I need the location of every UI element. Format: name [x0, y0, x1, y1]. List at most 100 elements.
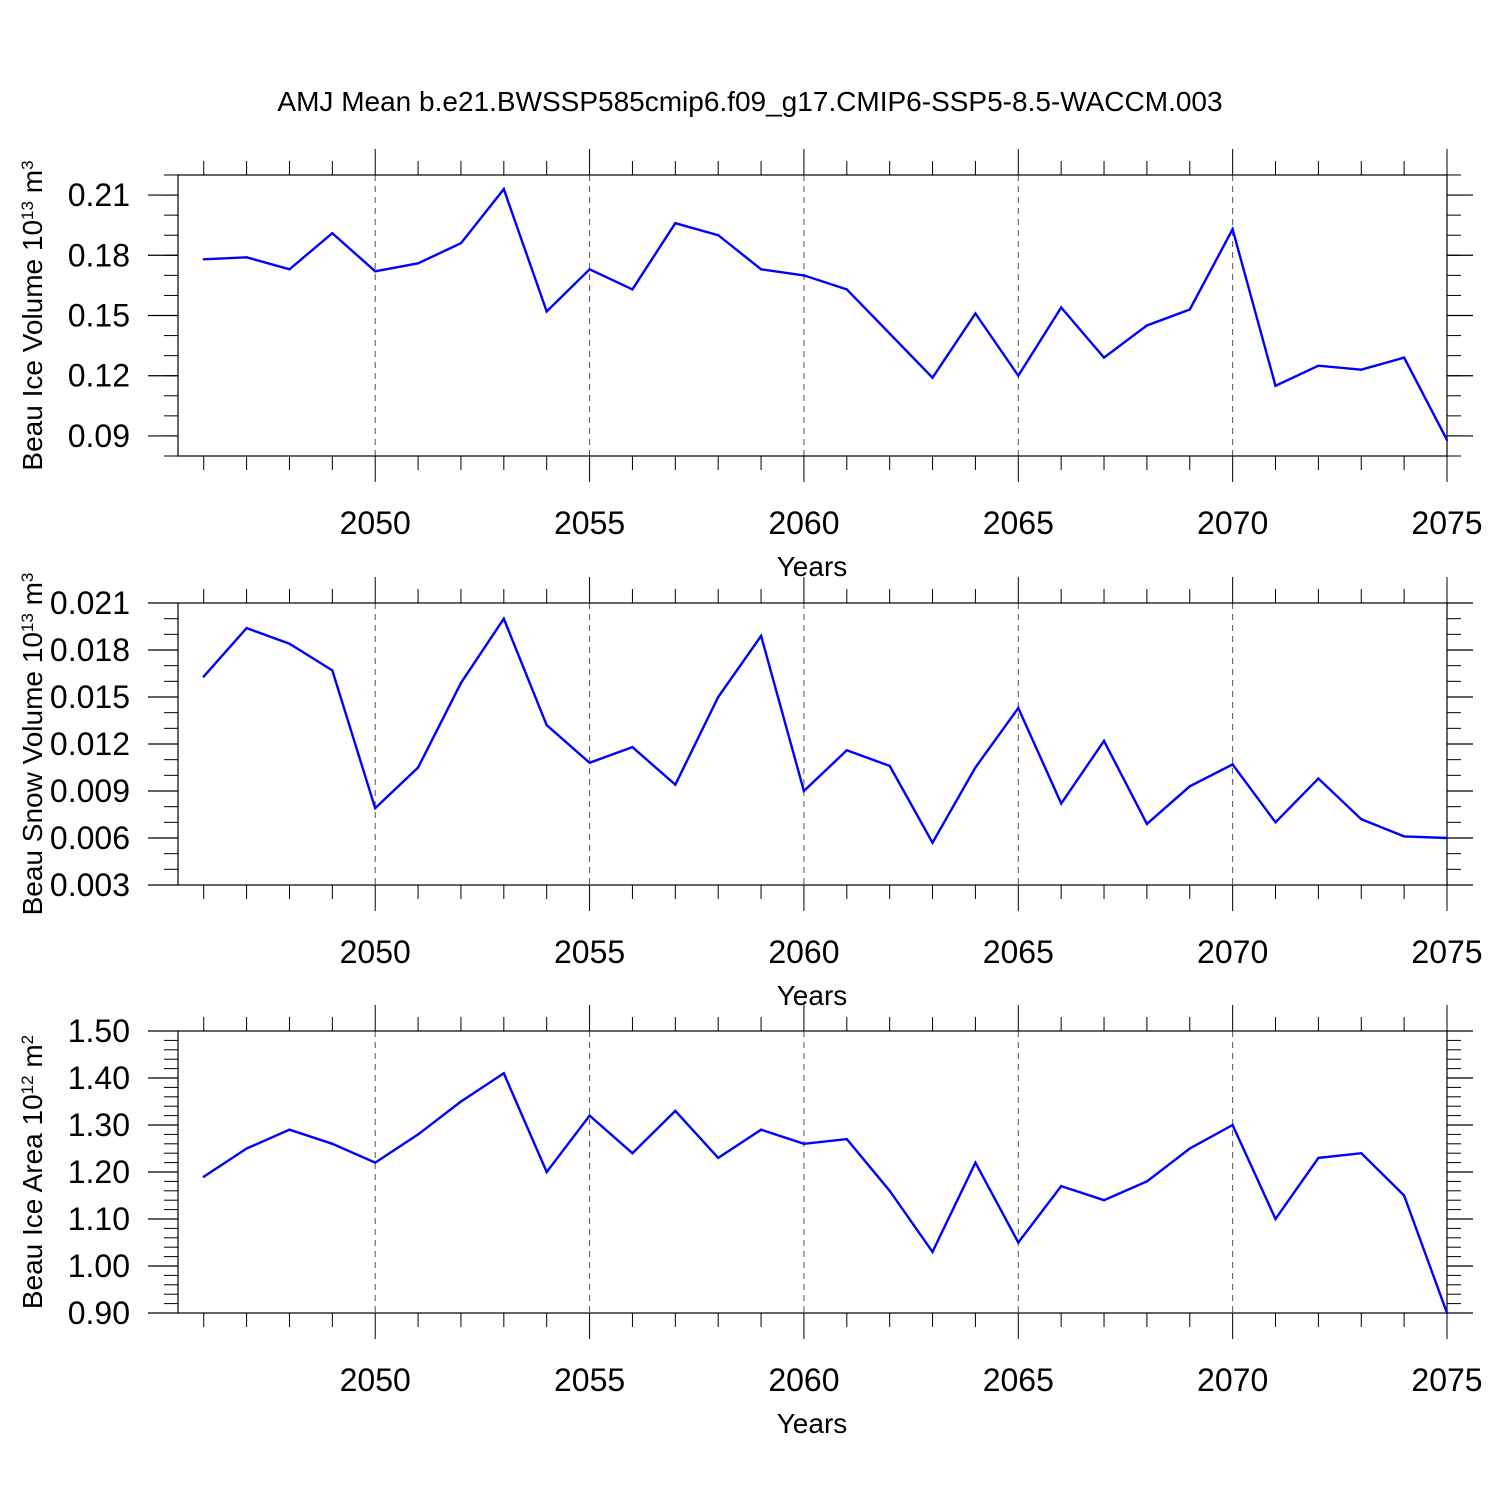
y-tick-label: 1.50 [68, 1013, 130, 1049]
y-axis-title-part: Beau Snow Volume 10 [17, 632, 48, 915]
data-point [845, 749, 848, 752]
data-point [1445, 1311, 1449, 1315]
data-point [1445, 438, 1449, 442]
data-point [1402, 356, 1406, 359]
x-tick-label: 2055 [554, 1362, 625, 1398]
data-point [288, 268, 291, 271]
y-axis-title-superscript: 3 [18, 573, 37, 582]
x-tick-label: 2075 [1411, 1362, 1482, 1398]
data-point [1231, 1123, 1234, 1127]
data-point [931, 376, 934, 379]
y-tick-label: 1.10 [68, 1201, 130, 1237]
data-point [416, 262, 420, 265]
data-point [502, 617, 506, 620]
series-line [202, 616, 1448, 846]
chart-panel-3: 2050 2055 2060 2065 2070 2075 Years 0.90 1.00 1.1… [17, 1005, 1483, 1439]
data-point [845, 288, 848, 291]
y-axis-title-superscript: 2 [18, 1035, 37, 1044]
data-point [674, 221, 677, 225]
data-point [1017, 1241, 1020, 1244]
data-point [631, 745, 634, 749]
x-tick-label: 2070 [1197, 505, 1268, 541]
data-point [1059, 802, 1063, 805]
data-point [459, 1100, 463, 1103]
data-point [974, 312, 977, 315]
y-tick-label: 1.40 [68, 1060, 130, 1096]
data-point [288, 642, 291, 645]
x-tick-label: 2050 [340, 934, 411, 970]
y-axis-title-part: Beau Ice Volume 10 [17, 220, 48, 471]
data-point [1017, 706, 1020, 710]
y-axis-title-part: m [17, 582, 48, 613]
x-tick-label: 2075 [1411, 505, 1482, 541]
data-point [331, 669, 334, 672]
data-point [588, 1114, 591, 1117]
x-tick-label: 2060 [768, 1362, 839, 1398]
data-point [331, 1142, 334, 1146]
data-point [845, 1137, 848, 1141]
y-tick-label: 0.12 [68, 358, 130, 394]
data-point [931, 841, 934, 844]
data-point [802, 789, 806, 793]
data-point [759, 634, 763, 638]
data-point [1360, 818, 1363, 821]
data-point [1059, 1184, 1063, 1188]
data-point [1145, 324, 1149, 327]
x-tick-label: 2065 [983, 505, 1054, 541]
y-tick-label: 0.012 [50, 726, 130, 762]
data-point [1317, 777, 1320, 780]
y-tick-label: 0.009 [50, 773, 130, 809]
y-axis-title-superscript: 12 [18, 1075, 37, 1094]
data-point [416, 1133, 420, 1136]
data-point [1402, 1194, 1406, 1197]
data-point [588, 268, 591, 271]
series-line [203, 1071, 1449, 1314]
x-tick-label: 2065 [983, 934, 1054, 970]
data-point [759, 268, 763, 271]
chart-panels: 2050 2055 2060 2065 2070 2075 Years 0.09 0.12 0.1… [17, 149, 1483, 1439]
data-point [1274, 384, 1277, 387]
data-point [1188, 1147, 1191, 1150]
y-axis-title-part: m [17, 1044, 48, 1075]
plot-frame [177, 1030, 1448, 1314]
y-tick-label: 0.18 [68, 237, 130, 273]
data-point [888, 764, 891, 768]
data-point [245, 1147, 248, 1150]
x-tick-label: 2060 [768, 505, 839, 541]
data-point [1145, 1180, 1149, 1183]
data-point [545, 1170, 548, 1174]
chart-panel-2: 2050 2055 2060 2065 2070 2075 Years 0.003 0.006 0… [17, 573, 1483, 1011]
y-tick-label: 1.30 [68, 1107, 130, 1143]
data-point [1231, 227, 1234, 231]
data-point [202, 675, 205, 678]
data-point [1445, 836, 1449, 840]
data-point [1059, 306, 1063, 309]
data-point [374, 270, 377, 273]
data-point [502, 1072, 506, 1075]
data-point [631, 288, 634, 291]
y-tick-label: 0.15 [68, 298, 130, 334]
data-point [1017, 374, 1020, 377]
x-tick-label: 2055 [554, 505, 625, 541]
x-axis-title: Years [777, 980, 848, 1011]
x-tick-label: 2070 [1197, 1362, 1268, 1398]
x-tick-label: 2060 [768, 934, 839, 970]
data-point [674, 1109, 677, 1113]
y-tick-label: 0.018 [50, 632, 130, 668]
data-point [588, 761, 591, 764]
data-point [374, 807, 377, 810]
data-point [245, 256, 248, 259]
data-point [202, 1175, 205, 1178]
data-point [1188, 785, 1191, 788]
data-point [931, 1250, 934, 1254]
y-tick-label: 0.003 [50, 867, 130, 903]
x-tick-label: 2050 [340, 1362, 411, 1398]
x-tick-label: 2065 [983, 1362, 1054, 1398]
chart-panel-1: 2050 2055 2060 2065 2070 2075 Years 0.09 0.12 0.1… [17, 149, 1483, 582]
y-tick-label: 0.09 [68, 418, 130, 454]
y-tick-label: 1.20 [68, 1154, 130, 1190]
y-tick-label: 0.21 [68, 177, 130, 213]
data-point [716, 695, 720, 699]
data-point [459, 242, 463, 245]
x-tick-label: 2050 [340, 505, 411, 541]
